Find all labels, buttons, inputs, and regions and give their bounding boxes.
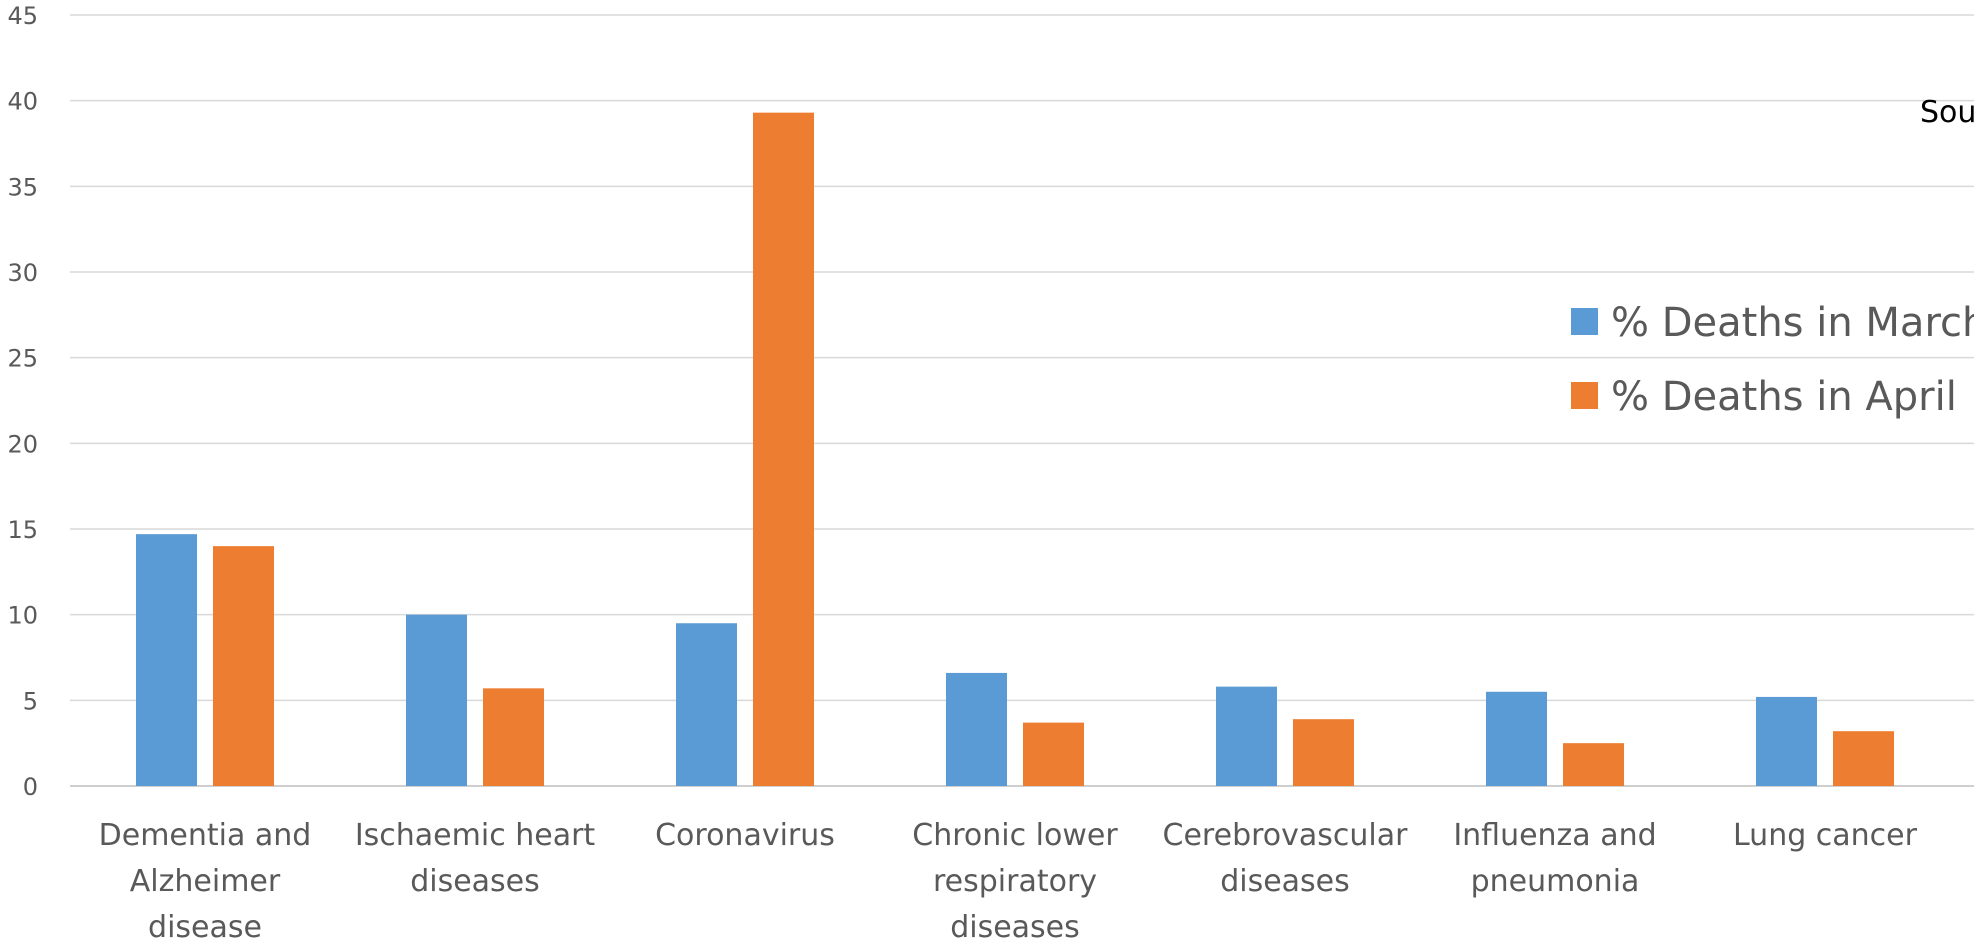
bar-april-1 (483, 688, 544, 786)
y-tick-label: 30 (7, 259, 38, 287)
x-axis-labels: Dementia and Alzheimer disease Ischaemic he… (99, 818, 1918, 943)
legend-label: % Deaths in March (1611, 300, 1974, 346)
bar-march-0 (136, 534, 197, 786)
bar-april-4 (1293, 719, 1354, 786)
y-tick-label: 15 (7, 516, 38, 544)
y-tick-label: 35 (7, 173, 38, 201)
bar-march-3 (946, 672, 1007, 786)
bar-april-0 (213, 546, 274, 786)
category-label: diseases (410, 864, 540, 899)
y-tick-label: 40 (7, 88, 38, 116)
y-tick-label: 10 (7, 602, 38, 630)
category-label: Influenza and (1453, 818, 1656, 853)
category-label: respiratory (933, 864, 1097, 899)
bars (136, 112, 1894, 786)
y-tick-label: 25 (7, 345, 38, 373)
bar-march-1 (406, 614, 467, 786)
bar-april-3 (1023, 722, 1084, 786)
bar-april-5 (1563, 743, 1624, 786)
bar-march-2 (676, 623, 737, 786)
legend-swatch (1571, 382, 1598, 409)
bar-march-5 (1486, 691, 1547, 786)
bar-march-4 (1216, 686, 1277, 786)
category-label: diseases (950, 910, 1080, 943)
category-label: diseases (1220, 864, 1350, 899)
category-label: Dementia and (99, 818, 312, 853)
legend: % Deaths in March % Deaths in April (1571, 300, 1974, 420)
gridlines (70, 14, 1974, 787)
category-label: pneumonia (1471, 864, 1640, 899)
category-label: Cerebrovascular (1163, 818, 1409, 853)
y-tick-label: 5 (23, 687, 38, 715)
bar-april-6 (1833, 731, 1894, 786)
category-label: disease (148, 910, 262, 943)
legend-label: % Deaths in April (1611, 374, 1957, 420)
y-tick-label: 0 (23, 773, 38, 801)
bar-march-6 (1756, 696, 1817, 786)
bar-april-2 (753, 112, 814, 786)
category-label: Coronavirus (655, 818, 835, 853)
category-label: Lung cancer (1733, 818, 1918, 853)
y-tick-label: 45 (7, 2, 38, 30)
y-axis-ticks: 0 5 10 15 20 25 30 35 40 45 (7, 2, 38, 801)
category-label: Ischaemic heart (355, 818, 596, 853)
category-label: Chronic lower (912, 818, 1118, 853)
y-tick-label: 20 (7, 430, 38, 458)
legend-swatch (1571, 308, 1598, 335)
category-label: Alzheimer (130, 864, 281, 899)
source-annotation: Sou (1920, 95, 1974, 130)
